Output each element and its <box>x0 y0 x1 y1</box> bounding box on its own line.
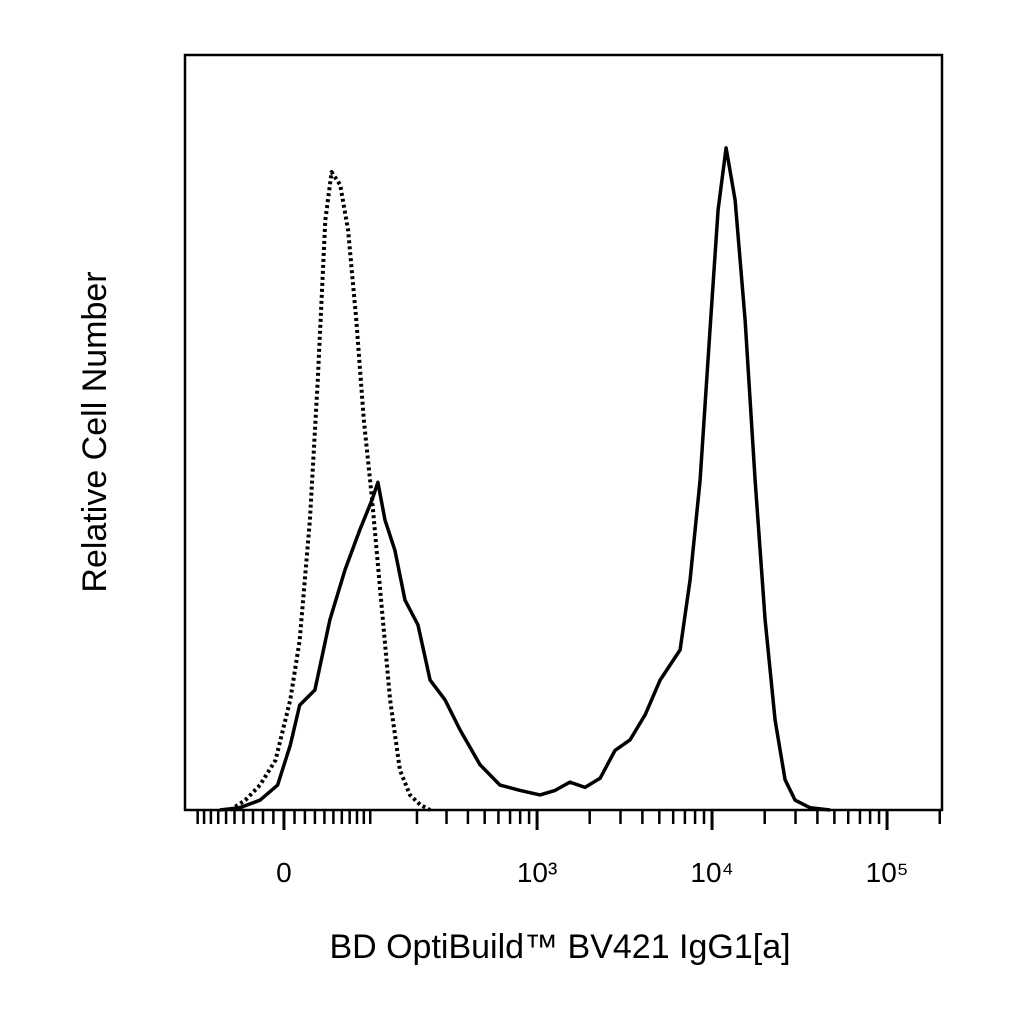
x-axis-title: BD OptiBuild™ BV421 IgG1[a] <box>329 928 790 966</box>
histogram-line <box>229 170 432 812</box>
y-axis-title: Relative Cell Number <box>76 271 114 592</box>
x-tick-label: 0 <box>276 857 292 888</box>
x-tick-label: 10³ <box>517 857 557 888</box>
x-tick-label: 10⁵ <box>866 857 909 888</box>
plot-frame <box>183 53 944 812</box>
histogram-line <box>219 146 831 812</box>
x-tick-label: 10⁴ <box>690 857 733 888</box>
